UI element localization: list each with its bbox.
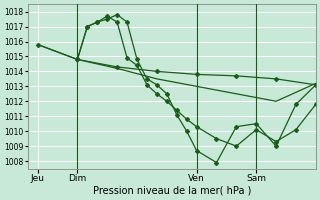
X-axis label: Pression niveau de la mer( hPa ): Pression niveau de la mer( hPa ) [92,186,251,196]
